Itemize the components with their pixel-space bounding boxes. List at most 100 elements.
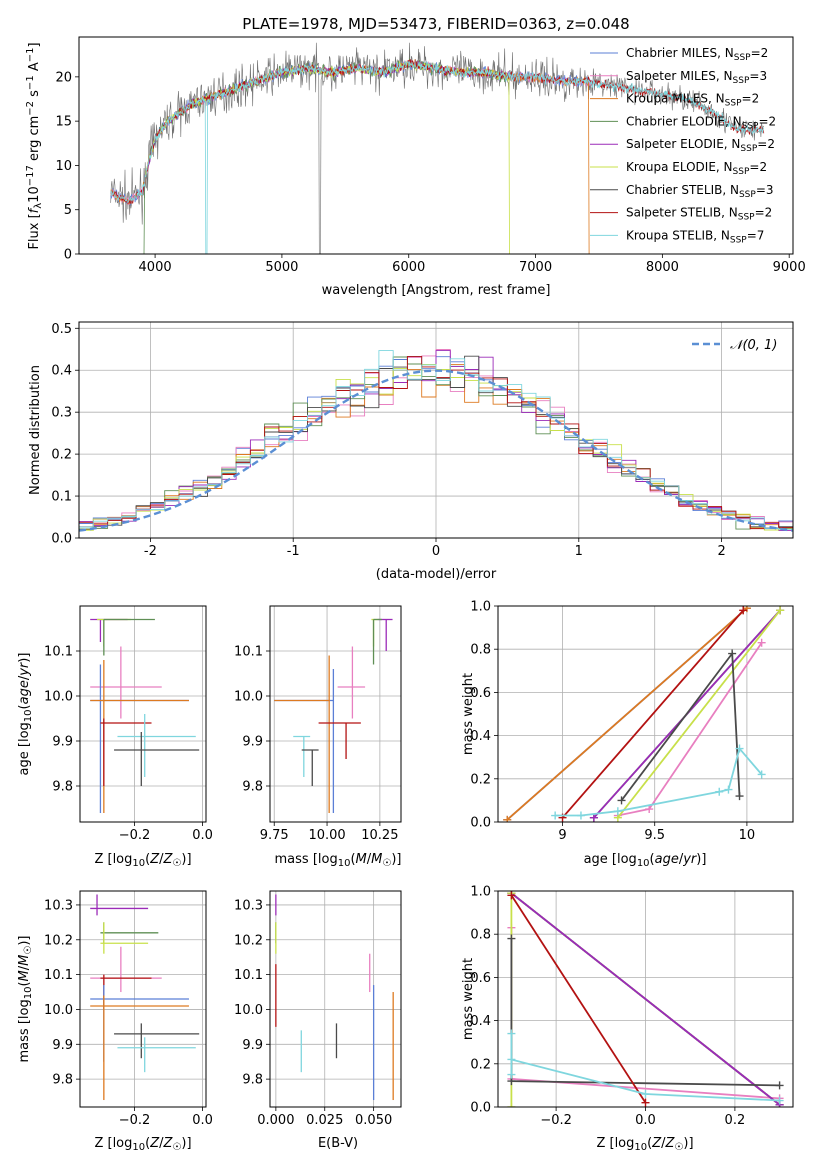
y-tick-label: 1.0 (470, 600, 491, 615)
y-tick-label: 10.2 (44, 933, 73, 948)
weight-marker (507, 1055, 516, 1064)
y-tick-label: 9.9 (52, 735, 73, 750)
normal-curve (79, 369, 793, 532)
label-part: Flux [ (27, 213, 42, 249)
label-part: A (27, 62, 42, 75)
x-tick-label: 9.75 (260, 828, 289, 843)
weight-line (510, 894, 647, 1104)
label-part: age (655, 852, 679, 867)
y-tick-label: 9.9 (242, 735, 263, 750)
x-tick-label: 0.025 (306, 1113, 343, 1128)
label-part: ☉ (674, 1142, 683, 1153)
y-tick-label: 20 (55, 70, 72, 85)
plot-layer (110, 42, 765, 254)
axes-spectrum: 4000 5000 6000 7000 8000 9000 0 5 10 15 20 Chabrier… (25, 36, 806, 298)
y-tick-label: 9.8 (242, 780, 263, 795)
legend-text: =2 (751, 46, 769, 60)
legend-entry: Kroupa STELIB, NSSP=7 (626, 228, 764, 245)
x-tick-label: 0 (432, 544, 440, 559)
y-tick-label: 0.4 (470, 729, 491, 744)
label-part: ☉ (23, 946, 34, 955)
y-tick-label: 0.8 (470, 643, 491, 658)
weight-marker (507, 1103, 516, 1107)
error-bar-point (274, 655, 330, 813)
error-bar-point (371, 618, 378, 647)
label-part: 10 (23, 709, 34, 722)
label-part: M (17, 970, 32, 981)
label-part: / (159, 1136, 164, 1151)
legend-text: =2 (742, 92, 760, 106)
axes-mass_vs_ebv: 0.000 0.025 0.050 9.8 9.9 10.0 10.1 10.2 10.3 E(B… (234, 890, 402, 1151)
error-bar-point (293, 735, 311, 777)
x-tick-label: 10 (739, 828, 756, 843)
error-bar-point (318, 722, 361, 759)
label-part: )] (17, 936, 32, 946)
plot-layer (90, 618, 200, 813)
x-tick-label: −0.2 (119, 1113, 151, 1128)
label-part: / (679, 852, 684, 867)
label-part: ( (647, 1136, 652, 1151)
label-part: / (159, 852, 164, 867)
y-axis-label: age [log10(age/yr)] (17, 653, 34, 776)
label-part: age [log (17, 722, 32, 775)
axes-age_vs_mass: 9.75 10.00 10.25 9.8 9.9 10.0 10.1 mass [log10(… (234, 605, 402, 869)
weight-marker (775, 1096, 784, 1105)
y-tick-label: 0.1 (51, 490, 72, 505)
frame-layer: −0.2 0.0 0.20.00.20.40.60.81.0Z [log10(Z/Z… (461, 885, 794, 1153)
weight-marker (551, 811, 560, 820)
label-part: 10 (132, 1142, 145, 1153)
label-part: )] (17, 653, 32, 663)
label-part: / (17, 965, 32, 970)
x-tick-label: 0.0 (635, 1113, 656, 1128)
y-tick-label: 0 (64, 248, 72, 263)
y-axis-label: mass [log10(M/M☉)] (17, 936, 34, 1063)
weight-marker (589, 813, 598, 822)
x-axis-label: Z [log10(Z/Z☉)] (596, 1136, 693, 1153)
label-part: )] (181, 852, 191, 867)
weight-line (555, 746, 763, 817)
legend-subscript: SSP (742, 121, 759, 131)
label-part: 10 (338, 858, 351, 869)
label-part: Z [log (94, 1136, 132, 1151)
legend-subscript: SSP (739, 190, 756, 200)
error-bar-point (100, 922, 149, 954)
x-tick-label: 0.000 (257, 1113, 294, 1128)
legend-text: Kroupa ELODIE, N (626, 160, 733, 174)
legend-text: Salpeter ELODIE, N (626, 137, 740, 151)
label-part: ☉ (172, 1142, 181, 1153)
weight-marker (503, 815, 512, 822)
legend-subscript: SSP (740, 144, 757, 154)
error-bar-point (337, 646, 366, 719)
legend-entry: Kroupa ELODIE, NSSP=2 (626, 160, 767, 177)
weight-marker (728, 649, 737, 658)
y-tick-label: 0.0 (470, 1101, 491, 1116)
legend-entry: Chabrier MILES, NSSP=2 (626, 46, 768, 63)
legend-entry: Chabrier ELODIE, NSSP=2 (626, 114, 776, 131)
label-part: Z (163, 1136, 174, 1151)
frame-layer: -2 -1 0 1 2 0.0 0.1 0.2 0.3 0.4 0.5 𝒩(0, 1) (data-mo… (28, 321, 794, 582)
label-part: 10 (23, 987, 34, 1000)
label-part: −1 (25, 48, 36, 63)
x-tick-label: 1 (575, 544, 583, 559)
x-axis-label: age [log10(age/yr)] (584, 852, 707, 869)
weight-marker (724, 785, 733, 794)
x-axis-label: mass [log10(M/M☉)] (275, 852, 402, 869)
y-tick-label: 0.2 (51, 448, 72, 463)
x-tick-label: 9000 (773, 260, 806, 275)
x-tick-label: 0.2 (725, 1113, 746, 1128)
error-bar-point (90, 894, 149, 916)
label-part: / (661, 1136, 666, 1151)
y-tick-label: 9.8 (242, 1073, 263, 1088)
y-tick-label: 5 (64, 203, 72, 218)
weight-marker (576, 811, 585, 820)
y-tick-label: 9.8 (52, 1073, 73, 1088)
label-part: / (367, 852, 372, 867)
label-part: Z [log (596, 1136, 634, 1151)
label-part: s (27, 90, 42, 101)
label-part: mass [log (275, 852, 338, 867)
weight-marker (776, 606, 785, 615)
label-part: Z [log (94, 852, 132, 867)
axes-mass_vs_Z: −0.2 0.09.89.910.010.110.210.3Z [log10(Z/… (17, 890, 213, 1153)
legend-text: =2 (749, 160, 767, 174)
